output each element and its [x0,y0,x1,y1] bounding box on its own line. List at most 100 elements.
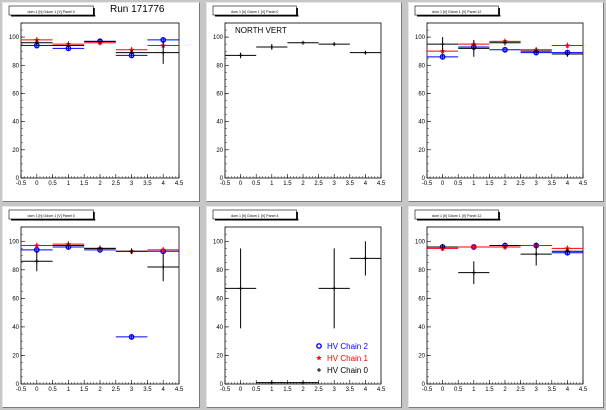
y-axis: 0 20 40 60 80 100 [415,22,431,182]
x-tick-label: 4.5 [377,181,386,187]
marker-plus [471,270,476,275]
data-point [427,37,459,52]
chart-title: dom 1 [h] Gdom 1 [V] Panel 0 [27,214,74,218]
x-tick-label: 4 [364,181,368,187]
title-box-shadow [215,15,299,17]
marker-plus [129,249,134,254]
chart-title-box: dom 1 [h] Gdom 1 [V] Panel 0 [8,209,96,221]
series-hv-chain-0 [21,242,179,282]
data-point [147,41,179,64]
x-tick-label: 2.5 [314,387,323,393]
x-axis: -0.5 0 0.5 1 1.5 2 2.5 3 3.5 4 4.5 [220,380,386,393]
chart-title: dom 1 [h] Gdom 1 [V] Panel 0 [231,10,278,14]
data-point [256,380,288,385]
x-tick-label: 0 [239,181,243,187]
x-tick-label: -0.5 [16,387,27,393]
y-tick-label: 20 [216,353,223,359]
y-tick-label: 60 [12,91,19,97]
plot-pad-bottom-middle[interactable]: dom 1 [h] Gdom 1 [V] Panel 4 -0.5 0 0.5 1 1.5… [206,206,402,408]
y-tick-label: 60 [216,91,223,97]
x-axis: -0.5 0 0.5 1 1.5 2 2.5 3 3.5 4 4.5 [220,174,386,187]
data-point [287,40,319,45]
chart-title-box: dom 1 [h] Gdom 1 [V] Panel 0 [8,5,96,17]
series-hv-chain-0 [21,38,179,64]
y-axis: 0 20 40 60 80 100 [213,22,229,182]
x-tick-label: 1 [67,181,71,187]
title-box-shadow [417,15,501,17]
chart-title-box: dom 1 [h] Gdom 1 [V] Panel 0 [212,5,299,17]
chart-annotation: NORTH VERT [235,26,287,35]
marker-plus [363,256,368,261]
x-tick-label: -0.5 [422,387,433,393]
chart-title: dom 1 [h] Gdom 1 [V] Panel 12 [432,10,481,14]
plot-frame [426,22,584,179]
x-tick-label: 0.5 [454,181,463,187]
marker-plus [440,244,445,249]
marker-circle [439,53,446,60]
chart-title: dom 1 [h] Gdom 1 [V] Panel 12 [432,214,481,218]
data-point [225,52,257,59]
x-tick-label: 1 [67,387,71,393]
x-axis: -0.5 0 0.5 1 1.5 2 2.5 3 3.5 4 4.5 [16,174,184,187]
data-point [84,245,116,252]
y-tick-label: 60 [12,296,19,302]
chart-svg: dom 1 [h] Gdom 1 [V] Panel 0-0.5 0 0.5 1 1.5… [212,5,386,187]
data-point [115,49,148,56]
y-tick-label: 80 [12,63,19,69]
data-point [115,333,148,340]
chart-title: dom 1 [h] Gdom 1 [V] Panel 0 [27,10,74,14]
chart-svg: dom 1 [h] Gdom 1 [V] Panel 12-0.5 0 0.5 1 1.… [414,209,588,393]
x-tick-label: 3 [130,387,134,393]
marker-plus [534,49,539,54]
data-point [84,38,116,45]
plot-frame [20,22,180,179]
y-axis: 0 20 40 60 80 100 [415,226,431,388]
marker-plus [269,44,274,49]
y-tick-label: 60 [216,296,223,302]
marker-plus [66,43,71,48]
x-tick-label: 4 [566,181,570,187]
x-tick-label: 1 [270,181,274,187]
y-tick-label: 100 [213,35,224,41]
legend: HV Chain 2 HV Chain 1 HV Chain 0 [316,342,368,375]
data-point [147,246,179,253]
data-point [489,242,521,249]
marker-star [160,246,167,253]
x-tick-label: 2.5 [516,181,525,187]
x-tick-label: 4.5 [579,387,588,393]
y-tick-label: 40 [216,120,223,126]
marker-plus [161,50,166,55]
x-tick-label: 2 [301,181,305,187]
data-point [458,39,490,57]
marker-plus [98,39,102,44]
marker-plus [503,40,507,45]
y-tick-label: 20 [216,148,223,154]
plot-pad-top-middle[interactable]: dom 1 [h] Gdom 1 [V] Panel 0 -0.5 0 0.5 1 1.5… [206,2,402,202]
marker-plus [34,259,39,264]
x-tick-label: 2 [98,181,102,187]
x-tick-label: 1.5 [283,387,292,393]
marker-plus [98,246,102,251]
y-tick-label: 80 [216,268,223,274]
x-tick-label: 3.5 [346,181,355,187]
y-tick-label: 0 [422,176,426,182]
plot-pad-bottom-left[interactable]: dom 1 [h] Gdom 1 [V] Panel 0 -0.5 0 0.5 1 1.5… [2,206,200,408]
x-tick-label: 4.5 [175,181,184,187]
y-tick-label: 100 [9,239,20,245]
marker-circle [502,46,508,53]
marker-star [128,46,135,53]
data-point [147,252,179,282]
legend-label: HV Chain 0 [327,366,368,375]
x-tick-label: -0.5 [422,181,433,187]
plot-pad-top-right[interactable]: dom 1 [h] Gdom 1 [V] Panel 12 -0.5 0 0.5 1 1.… [408,2,604,202]
x-tick-label: 0.5 [454,387,463,393]
x-tick-label: 0.5 [48,181,57,187]
plot-pad-top-left[interactable]: dom 1 [h] Gdom 1 [V] Panel 0 -0.5 0 0.5 1 1.5… [2,2,200,202]
y-axis: 0 20 40 60 80 100 [9,22,25,182]
y-tick-label: 0 [422,382,426,388]
plot-pad-bottom-right[interactable]: dom 1 [h] Gdom 1 [V] Panel 12 -0.5 0 0.5 1 1.… [408,206,604,408]
data-point [551,51,583,57]
data-point [21,242,53,249]
x-axis: -0.5 0 0.5 1 1.5 2 2.5 3 3.5 4 4.5 [422,380,588,393]
